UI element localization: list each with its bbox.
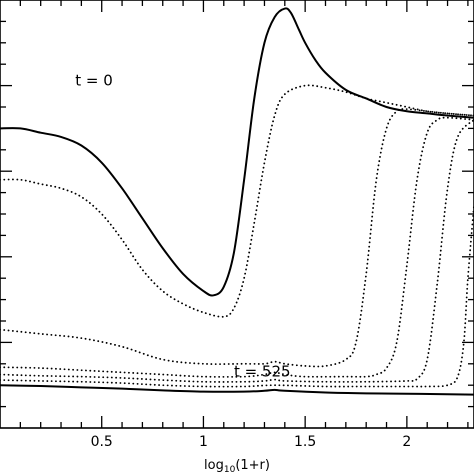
x-axis-label: log10(1+r) [204, 458, 270, 474]
annotation-label-1: t = 525 [234, 363, 291, 381]
x-tick-label: 1.5 [294, 434, 316, 450]
x-axis-label-tail: (1+r) [235, 458, 270, 473]
annotation-label-0: t = 0 [75, 72, 113, 90]
x-tick-label: 1 [199, 434, 208, 450]
annotations: t = 0 t = 525 [75, 72, 290, 381]
series-line-6 [0, 384, 474, 396]
series-line-0 [0, 7, 474, 297]
series-line-3 [0, 116, 474, 378]
series-line-2 [0, 108, 474, 368]
series-line-5 [0, 204, 474, 388]
axis-ticks [0, 0, 474, 428]
x-axis-label-sub: 10 [224, 465, 236, 474]
series-line-1 [0, 84, 474, 318]
x-tick-label: 0.5 [91, 434, 113, 450]
x-tick-labels: 0.5 1 1.5 2 [91, 434, 412, 450]
series-layer [0, 7, 474, 396]
plot-frame [0, 0, 474, 429]
x-axis-label-main: log [204, 458, 224, 473]
series-line-4 [0, 118, 474, 383]
x-tick-label: 2 [402, 434, 411, 450]
